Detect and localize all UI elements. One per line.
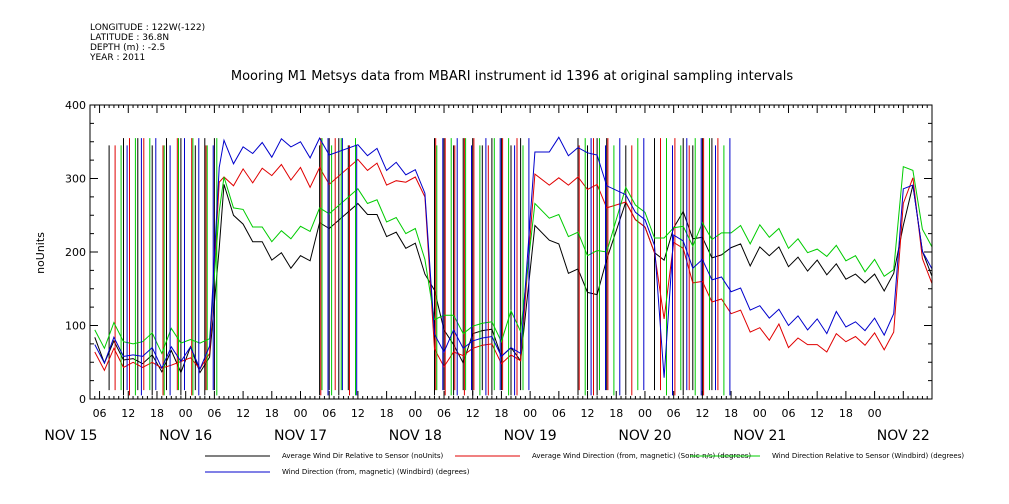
x-tick-label: 12 [581,407,595,420]
series-3 [94,136,933,396]
x-tick-label: 18 [724,407,738,420]
x-tick-label: 12 [810,407,824,420]
y-tick-label: 300 [65,173,86,186]
x-tick-label: 18 [839,407,853,420]
x-tick-label: 12 [236,407,250,420]
x-tick-label: 06 [437,407,451,420]
x-tick-label: 12 [121,407,135,420]
x-tick-label: 06 [781,407,795,420]
legend-entry-1: Average Wind Direction (from, magnetic) … [455,452,751,460]
legend-label: Wind Direction Relative to Sensor (Windb… [772,452,964,460]
series-2 [94,138,933,396]
x-tick-label: 06 [93,407,107,420]
y-tick-label: 200 [65,246,86,259]
chart-title: Mooring M1 Metsys data from MBARI instru… [231,69,793,84]
x-tick-label: 18 [265,407,279,420]
x-tick-label: 00 [408,407,422,420]
x-tick-label: 06 [667,407,681,420]
x-tick-label: 00 [868,407,882,420]
x-tick-label: 00 [294,407,308,420]
meta-latitude: LATITUDE : 36.8N [90,33,169,43]
y-tick-label: 100 [65,320,86,333]
legend-entry-3: Wind Direction (from, magnetic) (Windbir… [205,468,470,476]
x-day-label: NOV 15 [44,428,97,444]
meta-year: YEAR : 2011 [89,53,145,63]
series-1 [94,138,933,396]
series-line-2 [94,165,933,355]
x-tick-label: 12 [695,407,709,420]
y-tick-label: 0 [79,393,86,406]
x-day-label: NOV 17 [274,428,327,444]
x-day-label: NOV 21 [733,428,786,444]
x-tick-label: 12 [351,407,365,420]
x-tick-label: 00 [179,407,193,420]
x-tick-label: 18 [494,407,508,420]
x-tick-label: 18 [380,407,394,420]
y-tick-label: 400 [65,99,86,112]
x-tick-label: 06 [207,407,221,420]
metadata-block: LONGITUDE : 122W(-122) LATITUDE : 36.8N … [89,23,205,63]
legend-label: Average Wind Direction (from, magnetic) … [532,452,751,460]
meta-longitude: LONGITUDE : 122W(-122) [90,23,205,33]
x-tick-label: 06 [552,407,566,420]
axis-layer: 0 100 200 300 400 06 12 18 00 06 12 18 00 06 12 18 00 06 1… [44,99,933,444]
x-tick-label: 18 [609,407,623,420]
x-tick-label: 12 [466,407,480,420]
legend: Average Wind Dir Relative to Sensor (noU… [205,452,964,476]
legend-entry-2: Wind Direction Relative to Sensor (Windb… [690,452,964,460]
legend-label: Wind Direction (from, magnetic) (Windbir… [282,468,470,476]
x-tick-label: 00 [753,407,767,420]
x-day-label: NOV 16 [159,428,212,444]
x-day-label: NOV 22 [877,428,930,444]
series-line-1 [94,158,933,372]
legend-label: Average Wind Dir Relative to Sensor (noU… [282,452,443,460]
x-day-label: NOV 20 [618,428,671,444]
y-axis-label: noUnits [34,232,47,274]
legend-entry-0: Average Wind Dir Relative to Sensor (noU… [205,452,443,460]
x-tick-label: 00 [523,407,537,420]
series-layer [94,136,933,396]
x-tick-label: 18 [150,407,164,420]
x-day-label: NOV 19 [504,428,557,444]
x-day-label: NOV 18 [389,428,442,444]
x-tick-label: 06 [322,407,336,420]
series-line-3 [94,136,933,378]
meta-depth: DEPTH (m) : -2.5 [90,43,165,53]
x-tick-label: 00 [638,407,652,420]
